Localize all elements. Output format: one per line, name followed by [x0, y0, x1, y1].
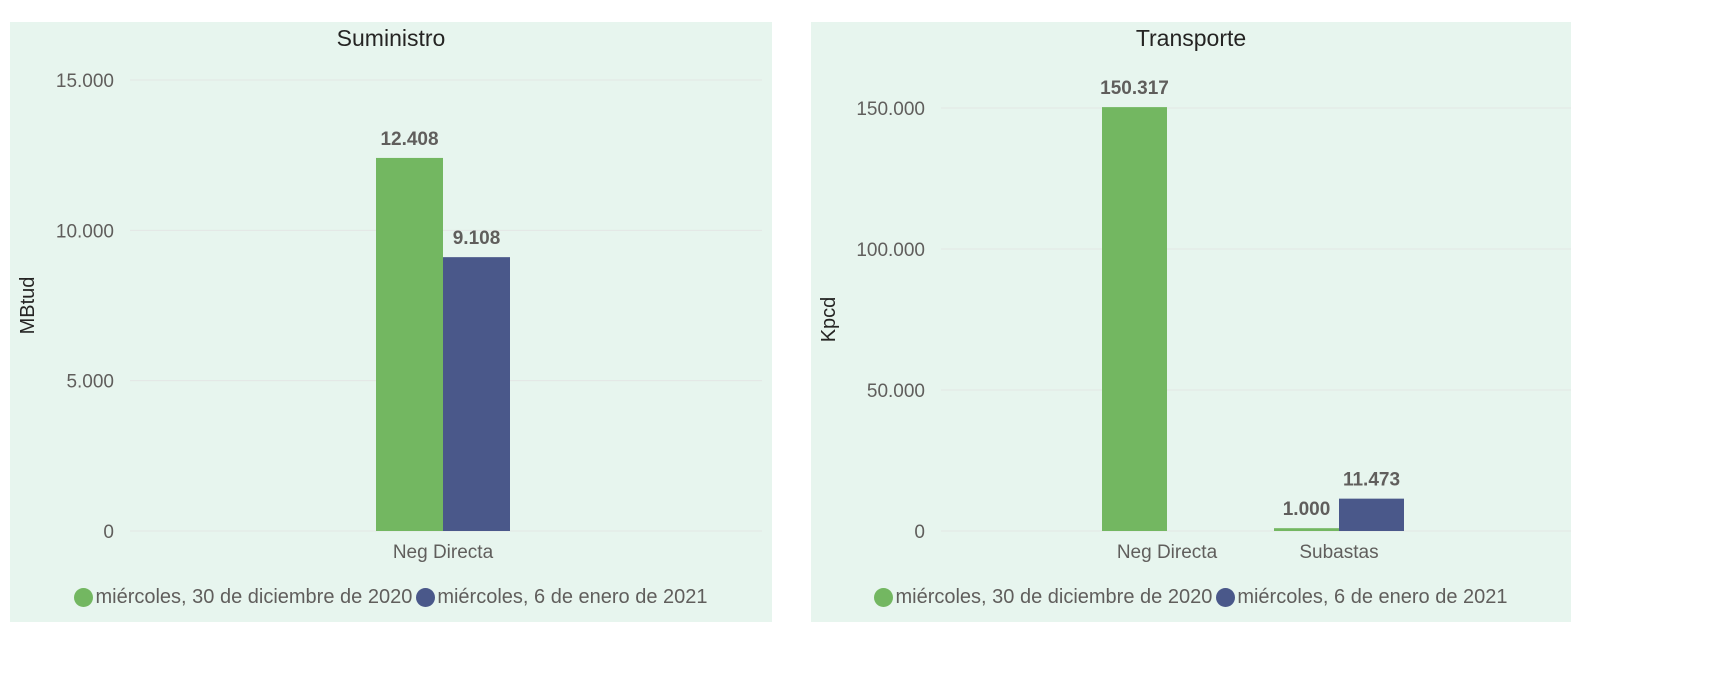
- y-tick-label: 15.000: [56, 71, 114, 92]
- y-tick-label: 10.000: [56, 221, 114, 242]
- legend-marker-icon: [416, 588, 436, 607]
- legend-marker-icon: [1216, 588, 1236, 607]
- legend-label: miércoles, 30 de diciembre de 2020: [95, 586, 413, 608]
- bar-neg-directa-series-1: [376, 157, 443, 531]
- legend-label: miércoles, 6 de enero de 2021: [1237, 586, 1508, 608]
- chart-legend: miércoles, 30 de diciembre de 2020 miérc…: [811, 586, 1571, 609]
- y-tick-label: 50.000: [867, 381, 925, 402]
- data-label: 9.108: [453, 228, 501, 249]
- legend-item-series-1[interactable]: miércoles, 30 de diciembre de 2020: [874, 586, 1212, 609]
- suministro-chart-panel: Suministro 0 5.000 10.000 15.000 MBtud 12.408…: [10, 22, 772, 622]
- chart-legend: miércoles, 30 de diciembre de 2020 miérc…: [10, 586, 772, 609]
- legend-item-series-1[interactable]: miércoles, 30 de diciembre de 2020: [74, 586, 412, 609]
- y-axis-title: MBtud: [17, 277, 39, 335]
- legend-item-series-2[interactable]: miércoles, 6 de enero de 2021: [416, 586, 708, 609]
- y-tick-label: 0: [914, 522, 925, 543]
- x-category-label: Neg Directa: [393, 542, 494, 563]
- bar-subastas-series-2: [1339, 498, 1404, 531]
- legend-marker-icon: [874, 588, 894, 607]
- bar-neg-directa-series-2: [443, 257, 510, 531]
- x-category-label: Subastas: [1299, 542, 1378, 563]
- legend-marker-icon: [74, 588, 94, 607]
- legend-label: miércoles, 30 de diciembre de 2020: [895, 586, 1213, 608]
- x-category-label: Neg Directa: [1117, 542, 1218, 563]
- data-label: 150.317: [1100, 78, 1169, 99]
- y-tick-label: 150.000: [856, 99, 925, 120]
- bar-neg-directa-series-1: [1102, 107, 1167, 532]
- transporte-chart-svg: 0 50.000 100.000 150.000 Kpcd 150.317 Neg Dire…: [818, 78, 1571, 563]
- data-label: 11.473: [1343, 470, 1400, 491]
- transporte-chart-panel: Transporte 0 50.000 100.000 150.000 Kpcd 150.…: [811, 22, 1571, 622]
- y-tick-label: 100.000: [856, 240, 925, 261]
- data-label: 1.000: [1283, 499, 1331, 520]
- bar-subastas-series-1: [1274, 528, 1339, 531]
- chart-title: Transporte: [1135, 25, 1247, 51]
- y-tick-label: 5.000: [66, 372, 114, 393]
- chart-title: Suministro: [336, 25, 446, 51]
- suministro-chart-svg: 0 5.000 10.000 15.000 MBtud 12.408 9.108 Neg Di…: [17, 71, 762, 563]
- y-tick-label: 0: [103, 522, 114, 543]
- legend-label: miércoles, 6 de enero de 2021: [437, 586, 708, 608]
- y-axis-title: Kpcd: [818, 297, 840, 343]
- legend-item-series-2[interactable]: miércoles, 6 de enero de 2021: [1216, 586, 1508, 609]
- data-label: 12.408: [380, 129, 438, 150]
